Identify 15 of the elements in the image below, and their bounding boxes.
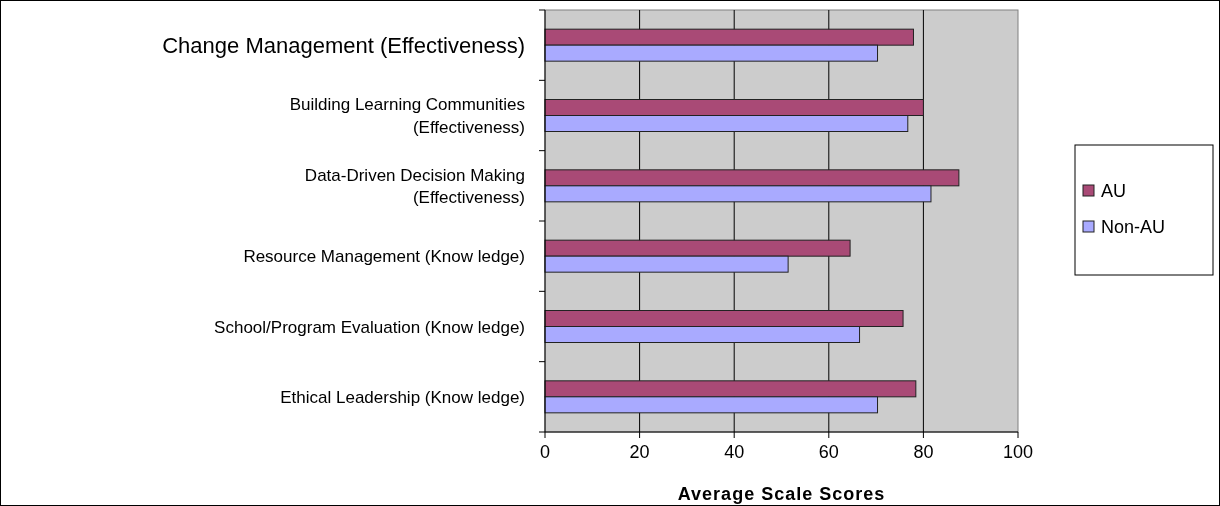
legend-label: AU bbox=[1101, 181, 1127, 201]
y-tick-label: School/Program Evaluation (Know ledge) bbox=[214, 317, 525, 336]
x-axis-title: Average Scale Scores bbox=[677, 484, 886, 504]
x-tick-label: 20 bbox=[629, 442, 650, 462]
legend-label: Non-AU bbox=[1101, 217, 1166, 237]
y-tick-label: Ethical Leadership (Know ledge) bbox=[280, 387, 525, 407]
x-tick-label: 80 bbox=[913, 442, 934, 462]
x-tick-label: 100 bbox=[1002, 442, 1034, 462]
y-tick-label: Change Management (Effectiveness) bbox=[162, 32, 525, 58]
x-tick-label: 0 bbox=[539, 442, 551, 462]
x-tick-label: 60 bbox=[818, 442, 839, 462]
y-tick-label: Building Learning Communities (Effectiveness) bbox=[289, 94, 525, 137]
y-tick-label: Data-Driven Decision Making (Effectiveness) bbox=[304, 165, 525, 207]
y-tick-label: Resource Management (Know ledge) bbox=[243, 246, 525, 266]
x-tick-label: 40 bbox=[724, 442, 745, 462]
